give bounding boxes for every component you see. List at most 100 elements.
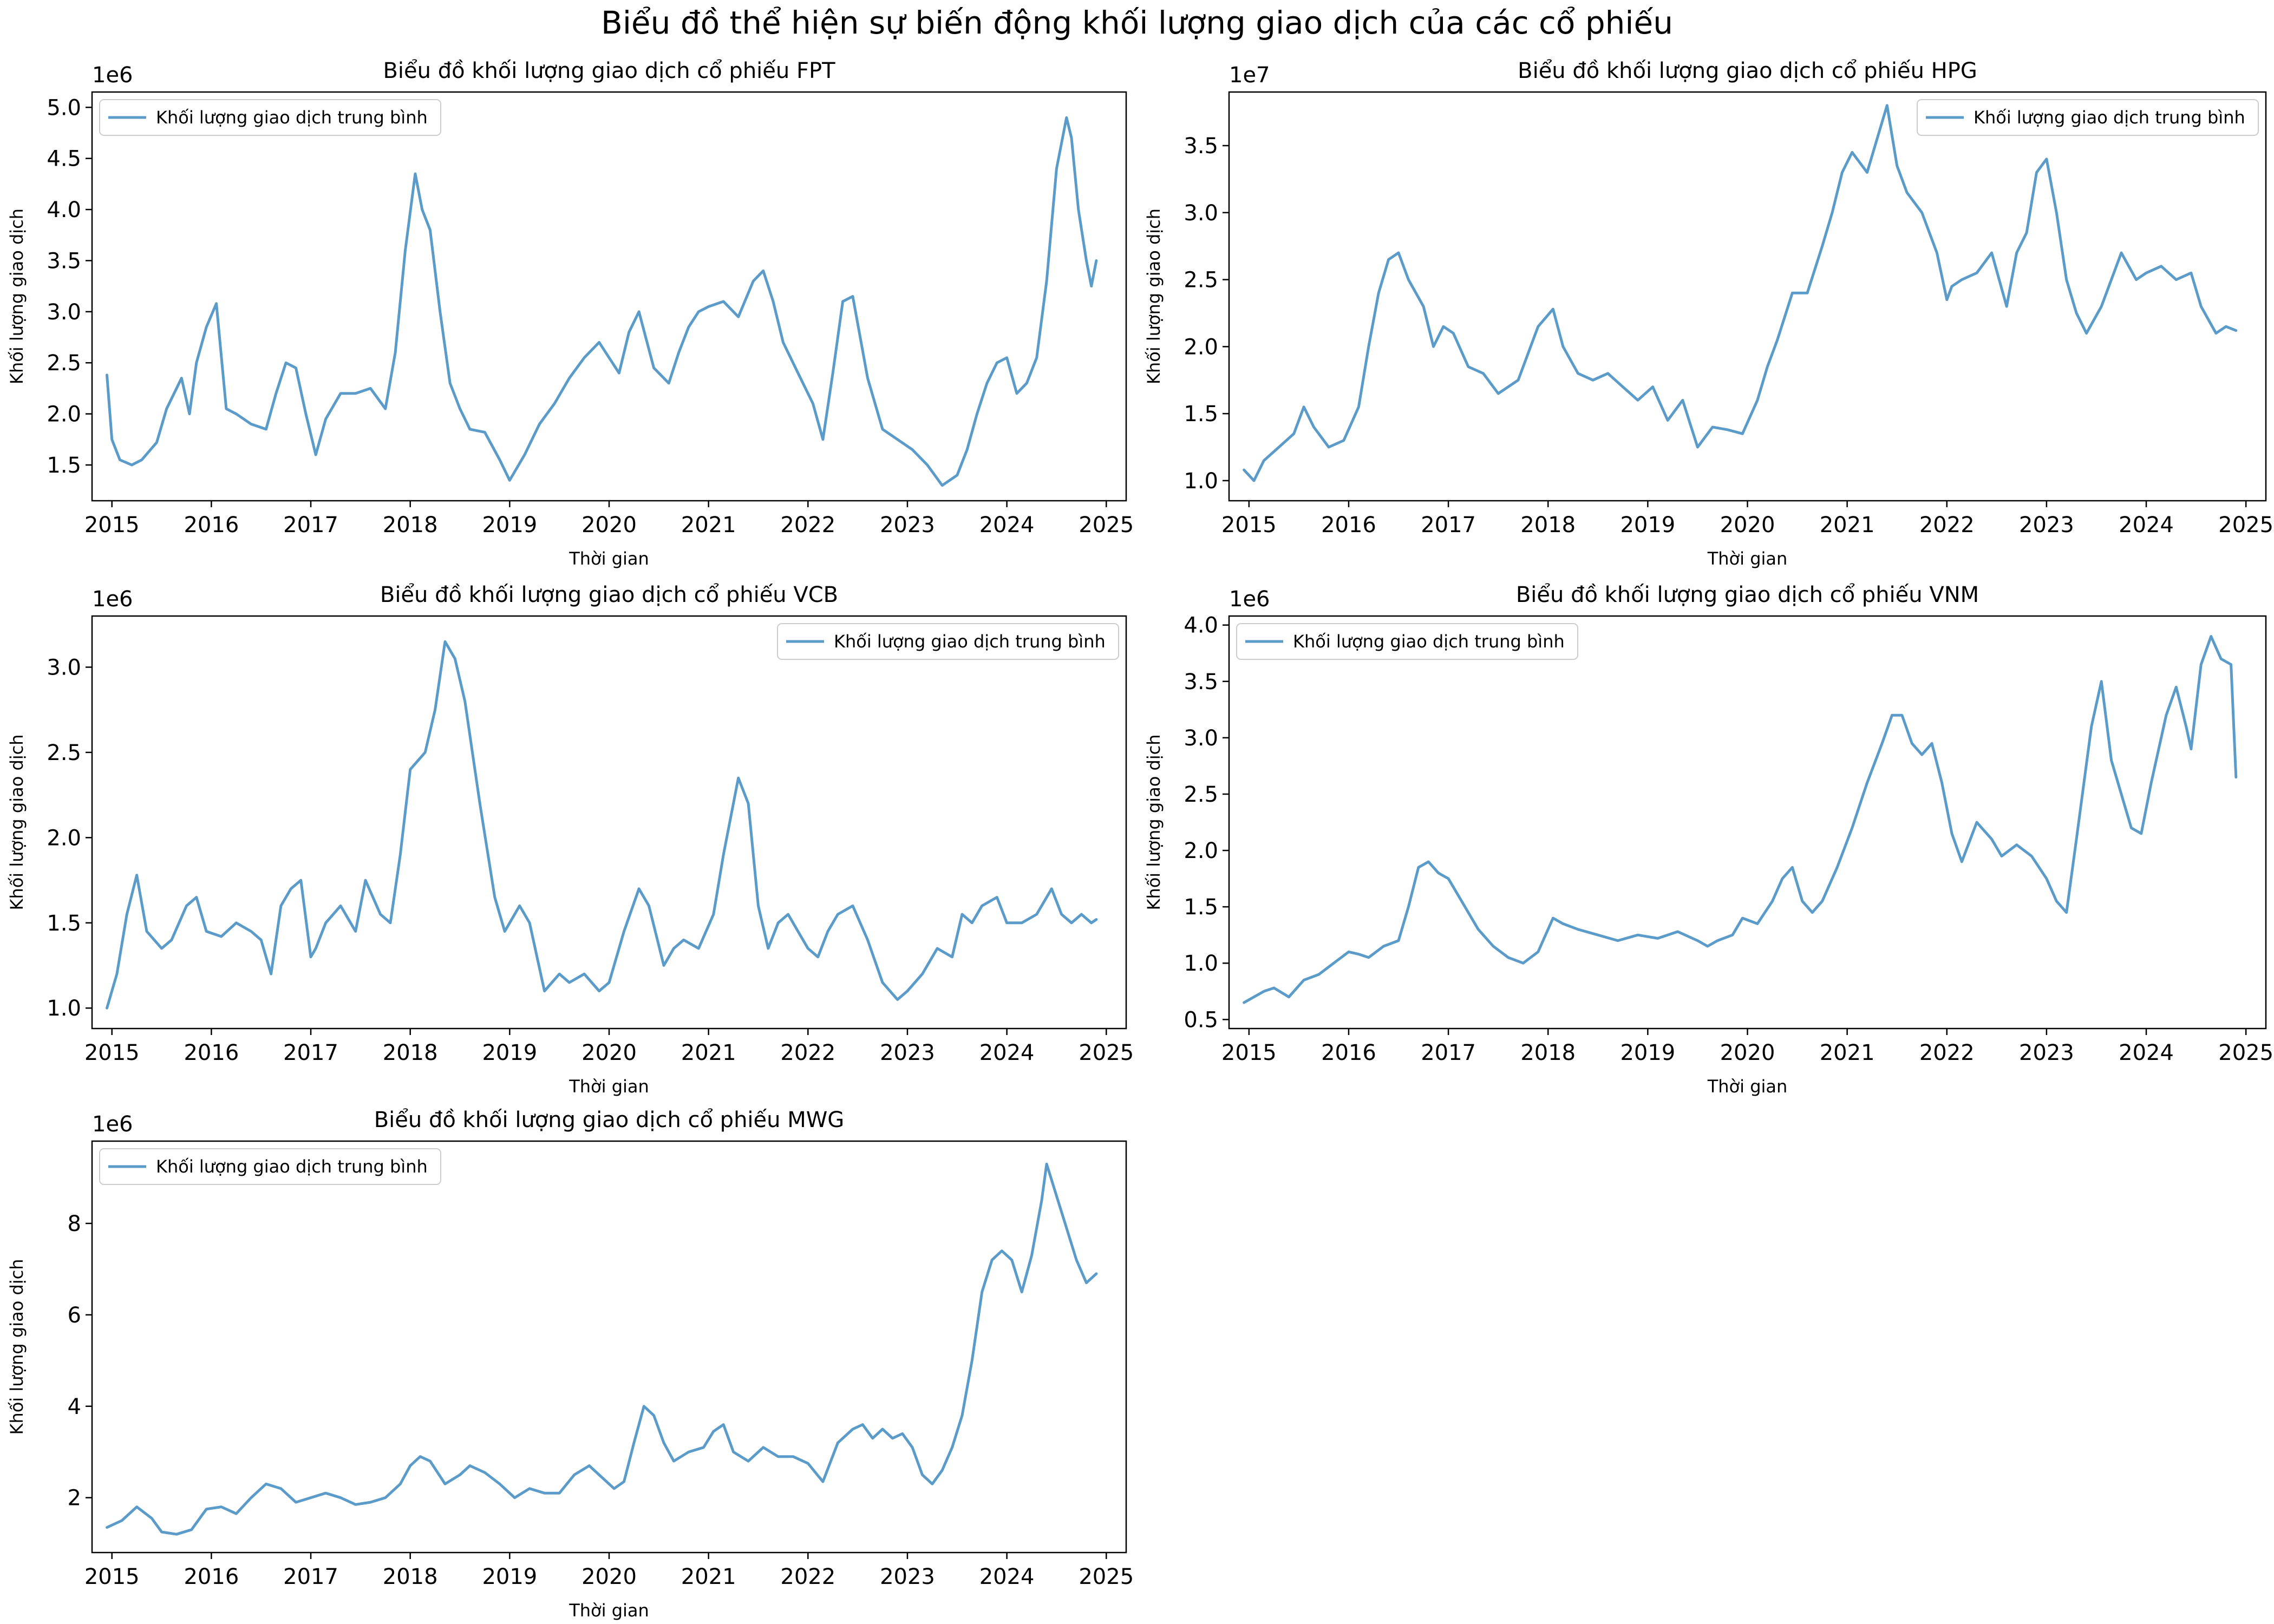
- x-tick-label: 2017: [1421, 1040, 1476, 1065]
- x-tick-label: 2018: [383, 1040, 438, 1065]
- x-tick-label: 2017: [283, 1564, 338, 1589]
- y-tick-label: 4.0: [1184, 613, 1218, 638]
- x-tick-label: 2022: [1919, 513, 1975, 538]
- y-tick-label: 2.0: [1184, 839, 1218, 863]
- y-tick-label: 8: [68, 1212, 81, 1236]
- y-tick-label: 1.0: [47, 996, 81, 1021]
- x-tick-label: 2019: [482, 1564, 537, 1589]
- legend-label: Khối lượng giao dịch trung bình: [834, 631, 1106, 652]
- x-tick-label: 2020: [1720, 513, 1775, 538]
- y-tick-label: 2.5: [47, 351, 81, 376]
- charts-grid: Biểu đồ khối lượng giao dịch cổ phiếu FP…: [6, 58, 2273, 1621]
- x-axis-label: Thời gian: [568, 548, 649, 569]
- y-axis-label: Khối lượng giao dịch: [1143, 734, 1164, 910]
- x-axis-label: Thời gian: [568, 1600, 649, 1621]
- y-axis-label: Khối lượng giao dịch: [6, 1259, 27, 1435]
- chart-panel: Biểu đồ khối lượng giao dịch cổ phiếu FP…: [6, 58, 1134, 569]
- y-offset-label: 1e7: [1229, 63, 1270, 88]
- x-tick-label: 2022: [1919, 1040, 1975, 1065]
- legend: Khối lượng giao dịch trung bình: [99, 99, 441, 136]
- x-tick-label: 2015: [84, 1040, 140, 1065]
- x-tick-label: 2020: [581, 513, 637, 538]
- y-tick-label: 2.5: [1184, 268, 1218, 293]
- plot-frame: [1228, 91, 2267, 502]
- x-tick-label: 2016: [1321, 513, 1376, 538]
- y-tick-label: 2: [68, 1486, 81, 1511]
- x-tick-label: 2025: [1079, 1040, 1134, 1065]
- x-tick-label: 2023: [2019, 1040, 2074, 1065]
- y-tick-label: 2.0: [47, 826, 81, 850]
- x-tick-label: 2023: [2019, 513, 2074, 538]
- legend: Khối lượng giao dịch trung bình: [1917, 99, 2259, 136]
- y-tick-label: 1.0: [1184, 469, 1218, 494]
- y-tick-label: 1.5: [47, 453, 81, 478]
- x-tick-label: 2019: [482, 513, 537, 538]
- chart-title: Biểu đồ khối lượng giao dịch cổ phiếu MW…: [374, 1108, 845, 1132]
- y-tick-label: 1.0: [1184, 951, 1218, 976]
- legend-label: Khối lượng giao dịch trung bình: [1974, 107, 2245, 128]
- legend-label: Khối lượng giao dịch trung bình: [156, 1156, 428, 1177]
- x-tick-label: 2025: [2218, 1040, 2273, 1065]
- y-tick-label: 3.0: [1184, 726, 1218, 751]
- chart-panel: Biểu đồ khối lượng giao dịch cổ phiếu MW…: [6, 1108, 1134, 1621]
- y-offset-label: 1e6: [92, 63, 133, 88]
- x-tick-label: 2021: [681, 1040, 736, 1065]
- x-tick-label: 2021: [681, 513, 736, 538]
- y-tick-label: 1.5: [1184, 402, 1218, 427]
- y-tick-label: 1.5: [47, 911, 81, 936]
- chart-title: Biểu đồ khối lượng giao dịch cổ phiếu VC…: [380, 582, 838, 607]
- x-tick-label: 2016: [184, 1040, 239, 1065]
- y-tick-label: 3.0: [47, 655, 81, 680]
- x-tick-label: 2021: [1820, 513, 1875, 538]
- x-tick-label: 2015: [84, 513, 140, 538]
- x-tick-label: 2018: [1520, 1040, 1576, 1065]
- chart-title: Biểu đồ khối lượng giao dịch cổ phiếu FP…: [383, 58, 835, 83]
- y-tick-label: 6: [68, 1303, 81, 1328]
- series-line: [106, 1162, 1098, 1536]
- x-tick-label: 2016: [1321, 1040, 1376, 1065]
- chart-panel: Biểu đồ khối lượng giao dịch cổ phiếu VN…: [1143, 582, 2273, 1097]
- x-tick-label: 2018: [383, 1564, 438, 1589]
- x-tick-label: 2025: [1079, 513, 1134, 538]
- legend-label: Khối lượng giao dịch trung bình: [156, 107, 428, 128]
- x-tick-label: 2019: [482, 1040, 537, 1065]
- x-tick-label: 2024: [979, 513, 1035, 538]
- y-offset-label: 1e6: [92, 1112, 133, 1137]
- x-tick-label: 2025: [2218, 513, 2273, 538]
- y-tick-label: 5.0: [47, 95, 81, 120]
- x-tick-label: 2020: [581, 1564, 637, 1589]
- x-tick-label: 2019: [1620, 1040, 1675, 1065]
- y-tick-label: 1.5: [1184, 895, 1218, 920]
- x-tick-label: 2017: [283, 513, 338, 538]
- y-tick-label: 3.0: [47, 300, 81, 325]
- x-tick-label: 2016: [184, 1564, 239, 1589]
- series-line: [1243, 104, 2238, 482]
- y-tick-label: 2.0: [1184, 335, 1218, 359]
- y-tick-label: 2.5: [1184, 782, 1218, 807]
- chart-panel: Biểu đồ khối lượng giao dịch cổ phiếu HP…: [1143, 58, 2273, 569]
- plot-frame: [91, 1140, 1127, 1554]
- y-axis-label: Khối lượng giao dịch: [6, 734, 27, 910]
- figure-title: Biểu đồ thể hiện sự biến động khối lượng…: [601, 4, 1673, 41]
- y-tick-label: 3.5: [1184, 670, 1218, 695]
- chart-title: Biểu đồ khối lượng giao dịch cổ phiếu VN…: [1516, 582, 1979, 607]
- x-tick-label: 2024: [979, 1040, 1035, 1065]
- legend: Khối lượng giao dịch trung bình: [777, 623, 1119, 660]
- x-tick-label: 2015: [84, 1564, 140, 1589]
- y-offset-label: 1e6: [92, 587, 133, 612]
- y-tick-label: 2.5: [47, 741, 81, 765]
- legend-box: [1236, 623, 1578, 660]
- x-tick-label: 2023: [880, 1040, 935, 1065]
- chart-panel: Biểu đồ khối lượng giao dịch cổ phiếu VC…: [6, 582, 1134, 1097]
- x-tick-label: 2018: [383, 513, 438, 538]
- y-tick-label: 2.0: [47, 402, 81, 427]
- x-tick-label: 2021: [1820, 1040, 1875, 1065]
- x-tick-label: 2015: [1221, 513, 1277, 538]
- x-tick-label: 2020: [1720, 1040, 1775, 1065]
- x-tick-label: 2023: [880, 513, 935, 538]
- y-tick-label: 4.0: [47, 198, 81, 222]
- x-tick-label: 2024: [979, 1564, 1035, 1589]
- plot-frame: [1228, 615, 2267, 1030]
- x-tick-label: 2017: [283, 1040, 338, 1065]
